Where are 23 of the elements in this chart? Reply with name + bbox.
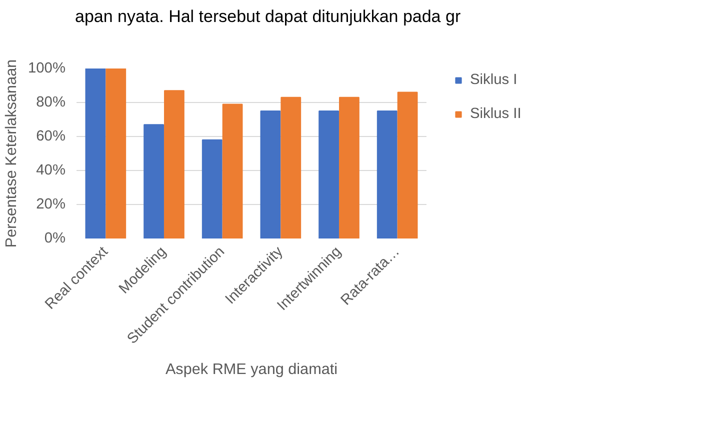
bar [144, 124, 164, 238]
bar [202, 139, 222, 238]
y-tick-label: 60% [36, 128, 66, 144]
bar [260, 110, 281, 238]
y-tick-label: 20% [36, 196, 66, 212]
x-axis-title: Aspek RME yang diamati [165, 361, 338, 378]
y-tick-label: 40% [36, 162, 66, 178]
bar [164, 90, 184, 238]
bar [106, 68, 126, 238]
bar [339, 96, 360, 238]
bar [85, 68, 106, 238]
bar [397, 92, 418, 238]
legend-label: Siklus II [470, 106, 522, 122]
bar [318, 110, 339, 238]
bar [280, 96, 302, 238]
y-axis-title: Persentase Keterlaksanaan [3, 59, 20, 248]
bar [222, 104, 243, 238]
y-tick-label: 80% [36, 94, 66, 110]
y-tick-label: 0% [44, 230, 66, 246]
text: apan nyata. Hal tersebut dapat ditunjukkan pada gr [75, 6, 461, 28]
y-tick-label: 100% [28, 60, 66, 76]
legend-label: Siklus I [470, 72, 518, 88]
bar [376, 110, 398, 238]
